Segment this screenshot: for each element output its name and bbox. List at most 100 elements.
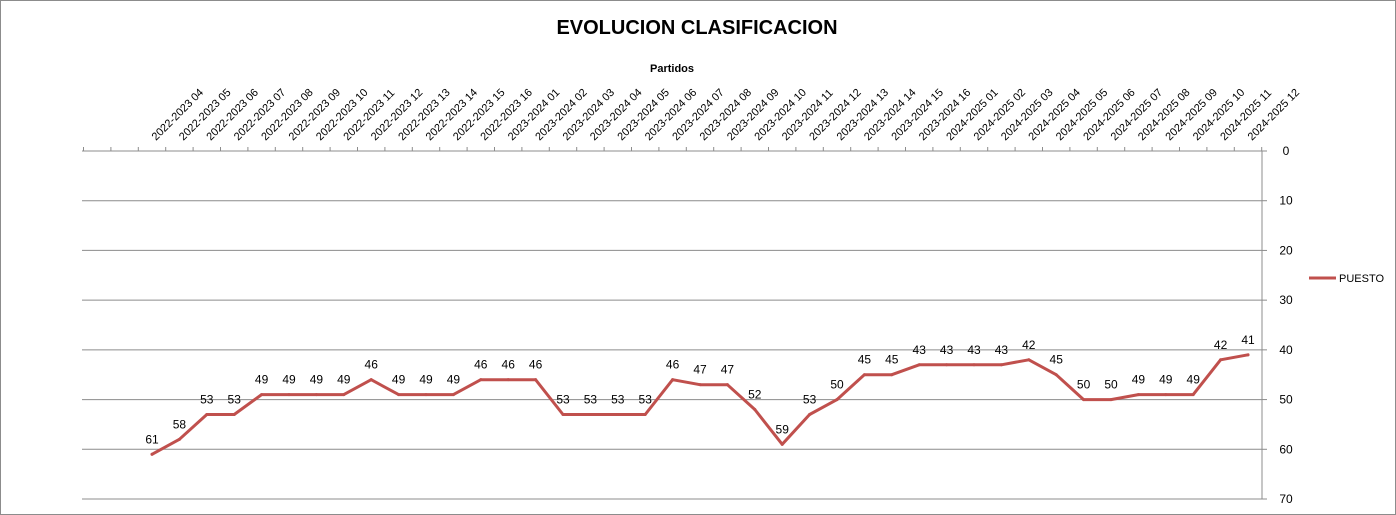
y-tick-label: 0	[1283, 144, 1290, 158]
data-label: 58	[173, 417, 187, 431]
data-label: 43	[967, 343, 981, 357]
y-axis: 0 10 20 30 40 50 60 70	[1261, 144, 1293, 506]
data-label: 53	[556, 392, 570, 406]
data-point	[945, 363, 949, 367]
data-label: 49	[392, 373, 406, 387]
data-labels: 61 58 53 53 49 49 49 49 46 49 49 49 46 46 46 53 53 53 53 46…	[145, 333, 1255, 446]
data-label: 47	[693, 363, 707, 377]
data-label: 49	[337, 373, 351, 387]
data-point	[862, 373, 866, 377]
data-point	[808, 412, 812, 416]
data-point	[1082, 398, 1086, 402]
data-point	[1246, 353, 1250, 357]
legend-label: PUESTO	[1339, 273, 1384, 285]
data-label: 42	[1022, 338, 1036, 352]
data-label: 50	[1104, 378, 1118, 392]
data-label: 52	[748, 388, 762, 402]
data-point	[534, 378, 538, 382]
data-label: 61	[145, 432, 159, 446]
data-point	[1136, 393, 1140, 397]
data-point	[424, 393, 428, 397]
y-tick-label: 20	[1279, 243, 1293, 257]
data-point	[1109, 398, 1113, 402]
data-point	[205, 412, 209, 416]
data-label: 46	[529, 358, 543, 372]
data-point	[616, 412, 620, 416]
y-tick-label: 50	[1279, 393, 1293, 407]
data-label: 49	[447, 373, 461, 387]
data-point	[698, 383, 702, 387]
chart-title: EVOLUCION CLASIFICACION	[556, 17, 837, 39]
data-label: 59	[776, 422, 790, 436]
data-point	[1027, 358, 1031, 362]
y-tick-label: 30	[1279, 293, 1293, 307]
data-point	[342, 393, 346, 397]
data-label: 42	[1214, 338, 1228, 352]
data-label: 53	[803, 392, 817, 406]
series-layer	[150, 353, 1250, 456]
data-label: 49	[310, 373, 324, 387]
data-point	[506, 378, 510, 382]
data-label: 50	[830, 378, 844, 392]
data-label: 49	[1159, 373, 1173, 387]
data-point	[314, 393, 318, 397]
data-label: 49	[419, 373, 433, 387]
data-label: 53	[200, 392, 214, 406]
data-label: 45	[885, 353, 899, 367]
data-point	[890, 373, 894, 377]
data-label: 45	[858, 353, 872, 367]
data-point	[671, 378, 675, 382]
data-point	[479, 378, 483, 382]
data-point	[643, 412, 647, 416]
data-point	[369, 378, 373, 382]
data-label: 47	[721, 363, 735, 377]
data-label: 45	[1050, 353, 1064, 367]
data-label: 43	[913, 343, 927, 357]
data-point	[287, 393, 291, 397]
y-tick-label: 60	[1279, 442, 1293, 456]
data-point	[1219, 358, 1223, 362]
data-point	[753, 408, 757, 412]
y-tick-label: 10	[1279, 194, 1293, 208]
data-label: 41	[1241, 333, 1255, 347]
data-label: 43	[940, 343, 954, 357]
grid-lines	[82, 200, 1262, 500]
data-label: 50	[1077, 378, 1091, 392]
data-point	[780, 442, 784, 446]
legend: PUESTO	[1309, 273, 1384, 285]
data-point	[561, 412, 565, 416]
data-point	[1164, 393, 1168, 397]
data-point	[725, 383, 729, 387]
data-label: 53	[611, 392, 625, 406]
data-label: 46	[365, 358, 379, 372]
data-label: 53	[639, 392, 653, 406]
x-axis-title: Partidos	[650, 63, 694, 75]
data-point	[999, 363, 1003, 367]
data-point	[588, 412, 592, 416]
data-label: 49	[1187, 373, 1201, 387]
y-tick-label: 40	[1279, 343, 1293, 357]
data-label: 43	[995, 343, 1009, 357]
data-point	[232, 412, 236, 416]
data-point	[1191, 393, 1195, 397]
data-label: 53	[228, 392, 242, 406]
data-label: 46	[502, 358, 516, 372]
data-label: 53	[584, 392, 598, 406]
y-tick-label: 70	[1279, 492, 1293, 506]
data-point	[972, 363, 976, 367]
data-point	[150, 452, 154, 456]
data-point	[1054, 373, 1058, 377]
data-label: 49	[1132, 373, 1146, 387]
data-label: 46	[474, 358, 488, 372]
data-point	[835, 398, 839, 402]
data-point	[917, 363, 921, 367]
data-label: 46	[666, 358, 680, 372]
data-point	[260, 393, 264, 397]
data-label: 49	[255, 373, 269, 387]
data-point	[397, 393, 401, 397]
data-point	[177, 437, 181, 441]
data-point	[451, 393, 455, 397]
